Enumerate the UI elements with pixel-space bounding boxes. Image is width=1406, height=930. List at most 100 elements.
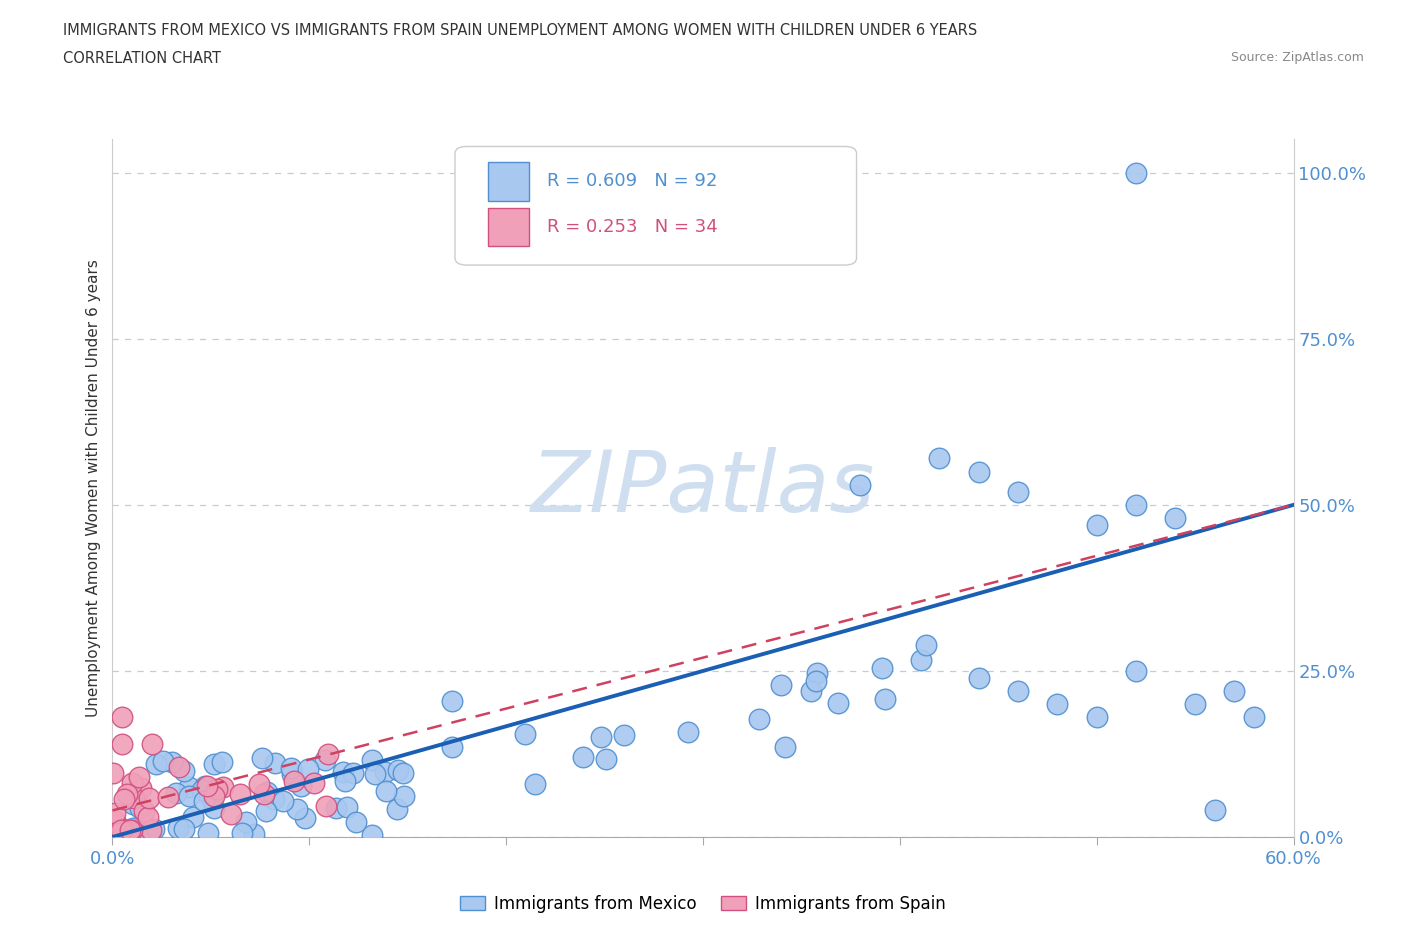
Point — [800, 684, 823, 698]
Point — [104, 814, 127, 829]
Point — [250, 751, 273, 766]
Point — [120, 823, 142, 838]
Point — [1085, 710, 1108, 724]
Point — [253, 786, 276, 801]
Text: R = 0.609   N = 92: R = 0.609 N = 92 — [547, 172, 717, 191]
Point — [129, 801, 152, 816]
Point — [111, 737, 134, 751]
Point — [1184, 697, 1206, 711]
Point — [872, 660, 894, 675]
Point — [235, 815, 257, 830]
Point — [315, 799, 337, 814]
Point — [806, 666, 828, 681]
Point — [200, 790, 222, 805]
Point — [336, 800, 359, 815]
Point — [361, 752, 384, 767]
Point — [572, 750, 595, 764]
Point — [316, 747, 339, 762]
Point — [283, 774, 305, 789]
Point — [263, 791, 285, 806]
Point — [211, 754, 233, 769]
Point — [1125, 166, 1147, 180]
Point — [332, 764, 354, 779]
Point — [194, 778, 217, 793]
Point — [914, 638, 936, 653]
Point — [967, 464, 990, 479]
Point — [361, 828, 384, 843]
Point — [302, 775, 325, 790]
Point — [127, 829, 149, 844]
Point — [219, 807, 242, 822]
Point — [145, 756, 167, 771]
Point — [117, 787, 139, 802]
Point — [1204, 803, 1226, 817]
Point — [344, 815, 367, 830]
Text: IMMIGRANTS FROM MEXICO VS IMMIGRANTS FROM SPAIN UNEMPLOYMENT AMONG WOMEN WITH CH: IMMIGRANTS FROM MEXICO VS IMMIGRANTS FRO… — [63, 23, 977, 38]
Point — [160, 754, 183, 769]
Point — [202, 801, 225, 816]
Point — [333, 774, 356, 789]
Point — [128, 799, 150, 814]
Point — [136, 809, 159, 824]
Point — [342, 765, 364, 780]
Point — [374, 764, 396, 779]
Point — [314, 753, 336, 768]
Point — [524, 777, 547, 791]
Point — [385, 802, 408, 817]
Legend: Immigrants from Mexico, Immigrants from Spain: Immigrants from Mexico, Immigrants from … — [454, 888, 952, 920]
Point — [363, 766, 385, 781]
Point — [247, 777, 270, 791]
Point — [440, 694, 463, 709]
Point — [910, 653, 932, 668]
Point — [229, 787, 252, 802]
Point — [773, 740, 796, 755]
Point — [152, 753, 174, 768]
Point — [1125, 498, 1147, 512]
Point — [143, 822, 166, 837]
Point — [392, 789, 415, 804]
Point — [112, 791, 135, 806]
Point — [325, 801, 347, 816]
Point — [231, 825, 253, 840]
Point — [195, 778, 218, 793]
Point — [167, 760, 190, 775]
Point — [202, 757, 225, 772]
Point — [928, 451, 950, 466]
Point — [122, 790, 145, 805]
Point — [1085, 517, 1108, 532]
Point — [121, 776, 143, 790]
Point — [1007, 485, 1029, 499]
Point — [280, 761, 302, 776]
FancyBboxPatch shape — [456, 147, 856, 265]
Point — [804, 674, 827, 689]
Point — [173, 821, 195, 836]
Point — [197, 826, 219, 841]
Point — [391, 765, 413, 780]
Y-axis label: Unemployment Among Women with Children Under 6 years: Unemployment Among Women with Children U… — [86, 259, 101, 717]
Point — [1125, 663, 1147, 678]
Point — [141, 737, 163, 751]
FancyBboxPatch shape — [488, 207, 530, 246]
Point — [110, 823, 132, 838]
Point — [121, 797, 143, 812]
Point — [179, 779, 201, 794]
Point — [138, 790, 160, 805]
Point — [297, 762, 319, 777]
Point — [128, 769, 150, 784]
Point — [967, 671, 990, 685]
Point — [748, 711, 770, 726]
Point — [1046, 697, 1069, 711]
Point — [375, 784, 398, 799]
Point — [676, 724, 699, 739]
Point — [121, 820, 143, 835]
Point — [254, 804, 277, 818]
Point — [205, 781, 228, 796]
Point — [202, 788, 225, 803]
Point — [183, 809, 205, 824]
FancyBboxPatch shape — [488, 162, 530, 201]
Point — [294, 810, 316, 825]
Point — [440, 740, 463, 755]
Point — [112, 821, 135, 836]
Point — [139, 823, 162, 838]
Point — [173, 764, 195, 778]
